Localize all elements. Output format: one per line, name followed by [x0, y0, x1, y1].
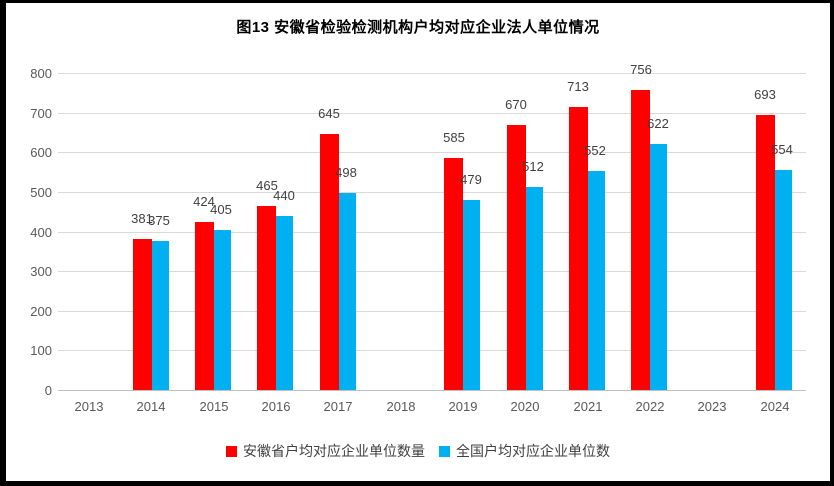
x-tick-label: 2024 [760, 399, 790, 414]
x-tick-label: 2023 [697, 399, 727, 414]
bar-value-label: 512 [522, 159, 544, 174]
bar-value-label: 585 [443, 130, 465, 145]
bar-value-label: 554 [771, 142, 793, 157]
bar-value-label: 622 [647, 116, 669, 131]
y-tick-label: 300 [30, 264, 52, 279]
bar-value-label: 693 [754, 87, 776, 102]
x-tick-label: 2018 [386, 399, 416, 414]
x-tick-label: 2016 [261, 399, 291, 414]
bar-anhui-2022 [631, 90, 650, 390]
bar-anhui-2019 [444, 158, 463, 390]
bar-national-2014 [150, 241, 169, 390]
y-tick-label: 500 [30, 185, 52, 200]
gridline [58, 350, 806, 351]
bar-national-2021 [586, 171, 605, 390]
x-tick-label: 2015 [199, 399, 229, 414]
y-tick-label: 700 [30, 106, 52, 121]
chart-title: 图13 安徽省检验检测机构户均对应企业法人单位情况 [236, 19, 600, 36]
bar-anhui-2016 [257, 206, 276, 390]
bar-national-2016 [274, 216, 293, 390]
gridline [58, 73, 806, 74]
x-tick-label: 2014 [136, 399, 166, 414]
y-tick-label: 100 [30, 343, 52, 358]
bar-anhui-2021 [569, 107, 588, 390]
bar-value-label: 405 [210, 202, 232, 217]
y-tick-label: 200 [30, 304, 52, 319]
x-tick-label: 2022 [635, 399, 665, 414]
bar-national-2024 [773, 170, 792, 390]
bar-anhui-2024 [756, 115, 775, 390]
bar-value-label: 756 [630, 62, 652, 77]
bar-national-2020 [524, 187, 543, 390]
gridline [58, 311, 806, 312]
gridline [58, 192, 806, 193]
bar-value-label: 645 [318, 106, 340, 121]
x-tick-label: 2020 [510, 399, 540, 414]
bar-anhui-2014 [133, 239, 152, 390]
bar-value-label: 479 [460, 172, 482, 187]
bar-value-label: 465 [256, 178, 278, 193]
bar-national-2022 [648, 144, 667, 390]
chart-legend: 安徽省户均对应企业单位数量 全国户均对应企业单位数 [6, 441, 830, 461]
bar-national-2017 [337, 193, 356, 390]
gridline [58, 232, 806, 233]
x-axis-line [58, 390, 806, 391]
bar-value-label: 713 [567, 79, 589, 94]
bar-anhui-2017 [320, 134, 339, 390]
bar-national-2019 [461, 200, 480, 390]
x-tick-label: 2013 [74, 399, 104, 414]
bar-value-label: 498 [335, 165, 357, 180]
legend-swatch-icon [226, 445, 237, 457]
bar-value-label: 424 [193, 194, 215, 209]
bar-value-label: 375 [148, 213, 170, 228]
y-tick-label: 400 [30, 225, 52, 240]
bar-value-label: 670 [505, 97, 527, 112]
y-tick-label: 0 [44, 383, 52, 398]
x-tick-label: 2017 [323, 399, 353, 414]
bar-anhui-2020 [507, 125, 526, 390]
bar-anhui-2015 [195, 222, 214, 390]
gridline [58, 271, 806, 272]
legend-swatch-icon [439, 445, 450, 457]
legend-label: 安徽省户均对应企业单位数量 [243, 443, 425, 459]
bar-value-label: 381 [131, 211, 153, 226]
bar-national-2015 [212, 230, 231, 390]
legend-item-anhui: 安徽省户均对应企业单位数量 [226, 441, 425, 461]
legend-label: 全国户均对应企业单位数 [456, 443, 610, 459]
bar-value-label: 552 [584, 143, 606, 158]
bar-value-label: 440 [273, 188, 295, 203]
gridline [58, 152, 806, 153]
legend-item-national: 全国户均对应企业单位数 [439, 441, 610, 461]
gridline [58, 113, 806, 114]
y-tick-label: 800 [30, 66, 52, 81]
y-tick-label: 600 [30, 145, 52, 160]
x-tick-label: 2019 [448, 399, 478, 414]
x-tick-label: 2021 [573, 399, 603, 414]
